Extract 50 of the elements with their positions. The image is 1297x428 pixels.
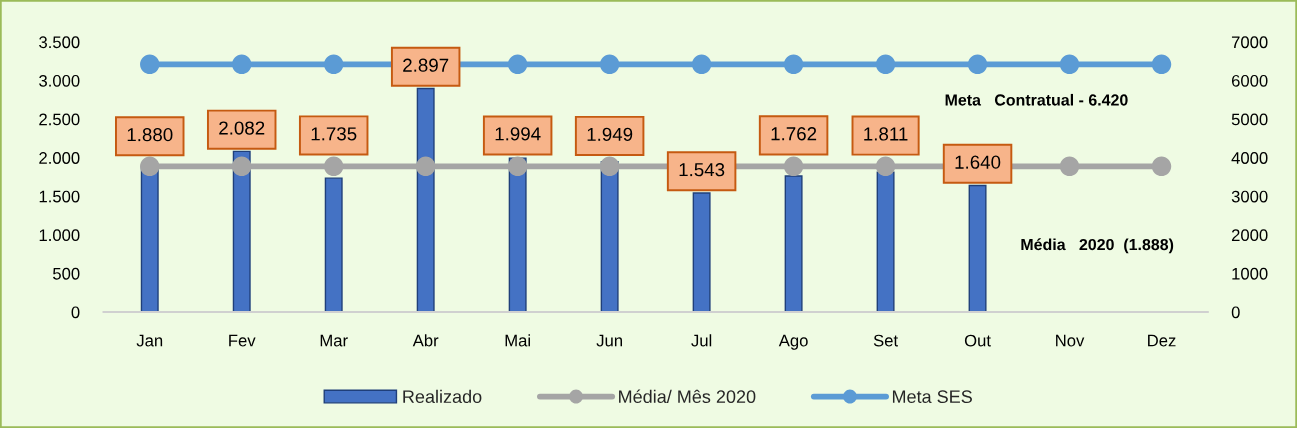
x-tick-label: Out bbox=[964, 334, 991, 347]
y2-tick-label: 6000 bbox=[1231, 74, 1268, 87]
x-tick-label: Mar bbox=[320, 334, 348, 347]
bar bbox=[692, 192, 711, 313]
y2-tick-label: 1000 bbox=[1232, 267, 1268, 280]
x-tick-label: Set bbox=[873, 334, 898, 347]
x-tick-label: Dez bbox=[1148, 334, 1176, 347]
bar bbox=[784, 175, 803, 313]
data-label: 1.811 bbox=[864, 127, 908, 141]
y-tick-label: 2.000 bbox=[39, 152, 80, 164]
annotation: Média 2020 (1.888) bbox=[1021, 238, 1174, 254]
x-tick-label: Nov bbox=[1056, 334, 1085, 347]
y-tick-label: 500 bbox=[53, 267, 80, 280]
y-tick-label: 3.500 bbox=[39, 36, 80, 49]
y-tick-label: 1.500 bbox=[39, 190, 80, 203]
x-tick-label: Jun bbox=[596, 334, 622, 347]
y2-tick-label: 0 bbox=[1231, 306, 1240, 319]
bar bbox=[416, 87, 435, 313]
x-tick-label: Jan bbox=[136, 334, 163, 347]
data-label: 1.640 bbox=[955, 155, 1001, 169]
bar bbox=[968, 184, 987, 313]
data-label: 1.735 bbox=[311, 127, 357, 141]
data-label: 2.082 bbox=[219, 121, 265, 135]
y2-tick-label: 5000 bbox=[1231, 113, 1268, 126]
data-label: 1.994 bbox=[495, 127, 541, 141]
legend-label: Média/ Mês 2020 bbox=[619, 389, 756, 404]
annotation: Meta Contratual - 6.420 bbox=[945, 93, 1128, 106]
x-tick-label: Abr bbox=[412, 334, 439, 347]
y-tick-label: 2.500 bbox=[39, 113, 80, 126]
legend-label: Meta SES bbox=[892, 390, 972, 404]
x-tick-label: Mai bbox=[505, 334, 530, 347]
data-label: 1.880 bbox=[127, 128, 173, 142]
y-tick-label: 1.000 bbox=[39, 229, 80, 242]
data-label: 1.543 bbox=[679, 163, 725, 177]
x-tick-label: Jul bbox=[691, 334, 712, 347]
y-tick-label: 0 bbox=[71, 306, 80, 319]
data-label: 1.949 bbox=[587, 127, 633, 141]
x-tick-label: Fev bbox=[229, 334, 256, 347]
y2-tick-label: 4000 bbox=[1231, 152, 1268, 164]
y-tick-label: 3.000 bbox=[39, 74, 80, 87]
legend-label: Realizado bbox=[403, 389, 482, 404]
bar bbox=[876, 171, 895, 313]
y2-tick-label: 2000 bbox=[1231, 229, 1268, 242]
bar bbox=[324, 177, 343, 313]
y2-tick-label: 7000 bbox=[1231, 36, 1268, 49]
bar bbox=[600, 160, 619, 313]
y2-tick-label: 3000 bbox=[1231, 190, 1268, 203]
data-label: 1.762 bbox=[771, 127, 817, 141]
data-label: 2.897 bbox=[403, 58, 449, 72]
x-tick-label: Ago bbox=[778, 334, 808, 350]
